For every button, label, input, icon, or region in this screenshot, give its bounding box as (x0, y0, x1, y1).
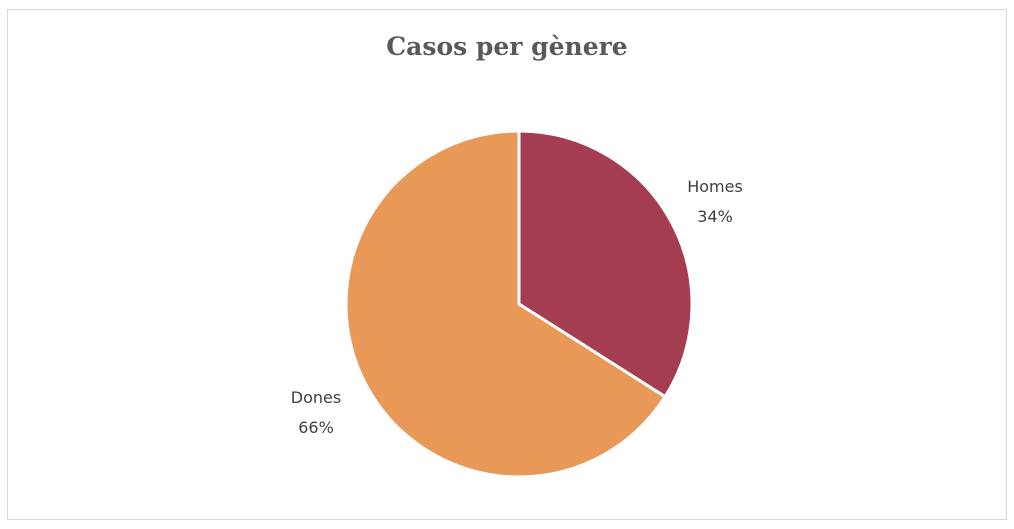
pie-slices (344, 129, 694, 479)
chart-title: Casos per gènere (386, 32, 628, 61)
slice-label-homes: Homes (687, 177, 743, 196)
pie-slice-dones (344, 129, 667, 479)
slice-percent-dones: 66% (298, 418, 334, 437)
pie-labels: Homes 34% Dones 66% (291, 177, 743, 437)
slice-percent-homes: 34% (697, 207, 733, 226)
slice-label-dones: Dones (291, 388, 341, 407)
